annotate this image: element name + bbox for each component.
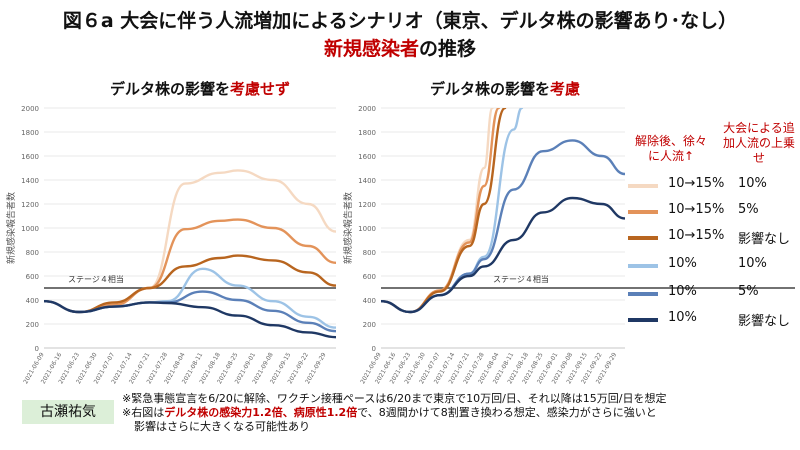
legend-label-b: 影響なし [738, 232, 791, 247]
note-2-a: ※右図は [122, 406, 165, 419]
legend-swatch [628, 184, 658, 188]
legend-label-b: 5% [738, 202, 759, 217]
chart-right-title-red: 考慮 [550, 80, 581, 98]
y-tick-label: 1200 [358, 201, 376, 209]
y-tick-label: 1000 [21, 225, 39, 233]
y-tick-label: 1600 [358, 153, 376, 161]
y-axis-label: 新規感染報告者数 [342, 192, 354, 264]
page-title: 図６a 大会に伴う人流増加によるシナリオ（東京、デルタ株の影響あり･なし） [62, 10, 738, 32]
y-tick-label: 1800 [21, 129, 39, 137]
y-tick-label: 2000 [358, 105, 376, 113]
y-tick-label: 1200 [21, 201, 39, 209]
legend-label-a: 10% [668, 310, 697, 325]
chart-left-title: デルタ株の影響を考慮せず [40, 78, 360, 99]
legend-label-a: 10% [668, 284, 697, 299]
note-2: ※右図はデルタ株の感染力1.2倍、病原性1.2倍で、8週間かけて8割置き換わる想… [122, 406, 657, 420]
page-subtitle: 新規感染者の推移 [0, 34, 800, 61]
stage4-label: ステージ４相当 [493, 274, 549, 284]
y-tick-label: 1600 [21, 153, 39, 161]
y-axis-label: 新規感染報告者数 [5, 192, 17, 264]
author-badge: 古瀬祐気 [22, 400, 114, 424]
chart-right-title: デルタ株の影響を考慮 [380, 78, 630, 99]
y-tick-label: 800 [363, 249, 376, 257]
series-line [44, 300, 336, 339]
y-tick-label: 200 [26, 321, 39, 329]
legend-label-b: 10% [738, 256, 767, 271]
series-line [381, 196, 625, 314]
y-tick-label: 0 [35, 345, 39, 353]
legend-label-b: 10% [738, 176, 767, 191]
chart-left-title-prefix: デルタ株の影響を [109, 80, 230, 98]
note-1: ※緊急事態宣言を6/20に解除、ワクチン接種ペースは6/20まで東京で10万回/… [122, 392, 667, 405]
series-line [381, 108, 507, 314]
legend-swatch [628, 264, 658, 268]
y-tick-label: 1000 [358, 225, 376, 233]
series-line [44, 254, 336, 314]
note-3: 影響はさらに大きくなる可能性あり [134, 420, 310, 433]
legend-label-a: 10% [668, 256, 697, 271]
y-tick-label: 600 [26, 273, 39, 281]
y-tick-label: 1400 [358, 177, 376, 185]
series-line [44, 169, 336, 314]
y-tick-label: 0 [372, 345, 376, 353]
chart-left-title-red: 考慮せず [230, 80, 291, 98]
legend-swatch [628, 236, 658, 240]
legend-label-b: 5% [738, 284, 759, 299]
series-group [381, 108, 625, 314]
y-tick-label: 1800 [358, 129, 376, 137]
subtitle-red: 新規感染者 [323, 38, 419, 60]
legend-label-a: 10→15% [668, 228, 725, 243]
note-2-b: デルタ株の感染力1.2倍、病原性1.2倍 [164, 406, 358, 419]
series-group [44, 169, 336, 339]
legend-label-b: 影響なし [738, 314, 791, 329]
series-line [381, 108, 494, 314]
y-tick-label: 2000 [21, 105, 39, 113]
legend-header-a: 解除後、徐々に人流↑ [634, 134, 707, 163]
stage4-label: ステージ４相当 [68, 274, 124, 284]
legend-header-b: 大会による追加人流の上乗せ [722, 121, 795, 165]
y-tick-label: 400 [26, 297, 39, 305]
legend-swatch [628, 210, 658, 214]
y-tick-label: 200 [363, 321, 376, 329]
chart-right-title-prefix: デルタ株の影響を [429, 80, 550, 98]
subtitle-rest: の推移 [419, 38, 477, 60]
legend-label-a: 10→15% [668, 176, 725, 191]
legend-swatch [628, 292, 658, 296]
legend-label-a: 10→15% [668, 202, 725, 217]
y-tick-label: 400 [363, 297, 376, 305]
y-tick-label: 800 [26, 249, 39, 257]
y-tick-label: 600 [363, 273, 376, 281]
legend-swatch [628, 318, 658, 322]
y-tick-label: 1400 [21, 177, 39, 185]
note-2-c: で、8週間かけて8割置き換わる想定、感染力がさらに強いと [357, 406, 657, 419]
